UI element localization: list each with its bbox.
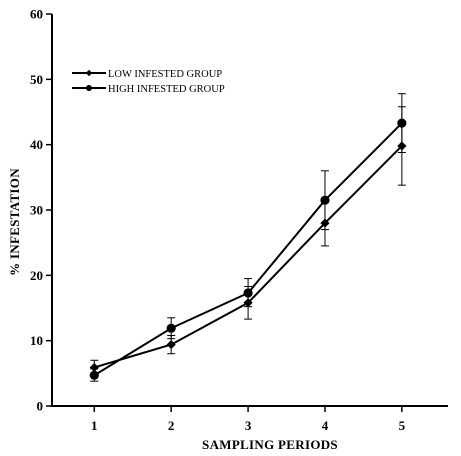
data-point <box>320 195 330 205</box>
series-diamond <box>89 106 407 375</box>
x-tick-label: 3 <box>245 418 252 433</box>
data-point <box>89 370 99 380</box>
series-line <box>94 145 403 369</box>
legend-item: HIGH INFESTED GROUP <box>72 84 225 95</box>
legend: LOW INFESTED GROUP HIGH INFESTED GROUP <box>72 69 225 95</box>
data-point <box>89 362 99 373</box>
legend-marker <box>86 85 92 91</box>
x-axis-title: SAMPLING PERIODS <box>202 437 338 452</box>
y-tick-label: 20 <box>30 268 43 283</box>
series-line <box>93 122 403 377</box>
y-tick-label: 10 <box>30 333 43 348</box>
y-tick-label: 60 <box>30 7 43 22</box>
series-circle <box>89 93 407 382</box>
y-tick-label: 0 <box>37 399 44 414</box>
data-point <box>166 339 176 350</box>
y-tick-label: 40 <box>30 137 43 152</box>
data-point <box>397 118 407 128</box>
data-point <box>166 323 176 333</box>
axes: 0 10 20 30 40 50 60 1 2 3 4 5 <box>30 7 448 433</box>
x-tick-label: 4 <box>322 418 329 433</box>
x-tick-label: 1 <box>91 418 98 433</box>
legend-label: LOW INFESTED GROUP <box>108 69 222 80</box>
y-tick-label: 30 <box>30 203 43 218</box>
legend-label: HIGH INFESTED GROUP <box>108 84 225 95</box>
y-axis-title: % INFESTATION <box>7 168 22 276</box>
legend-item: LOW INFESTED GROUP <box>72 69 222 80</box>
y-tick-label: 50 <box>30 72 43 87</box>
x-tick-label: 5 <box>399 418 406 433</box>
legend-marker <box>85 69 93 77</box>
data-point <box>243 288 253 298</box>
series-layer <box>89 93 407 382</box>
x-tick-label: 2 <box>168 418 175 433</box>
